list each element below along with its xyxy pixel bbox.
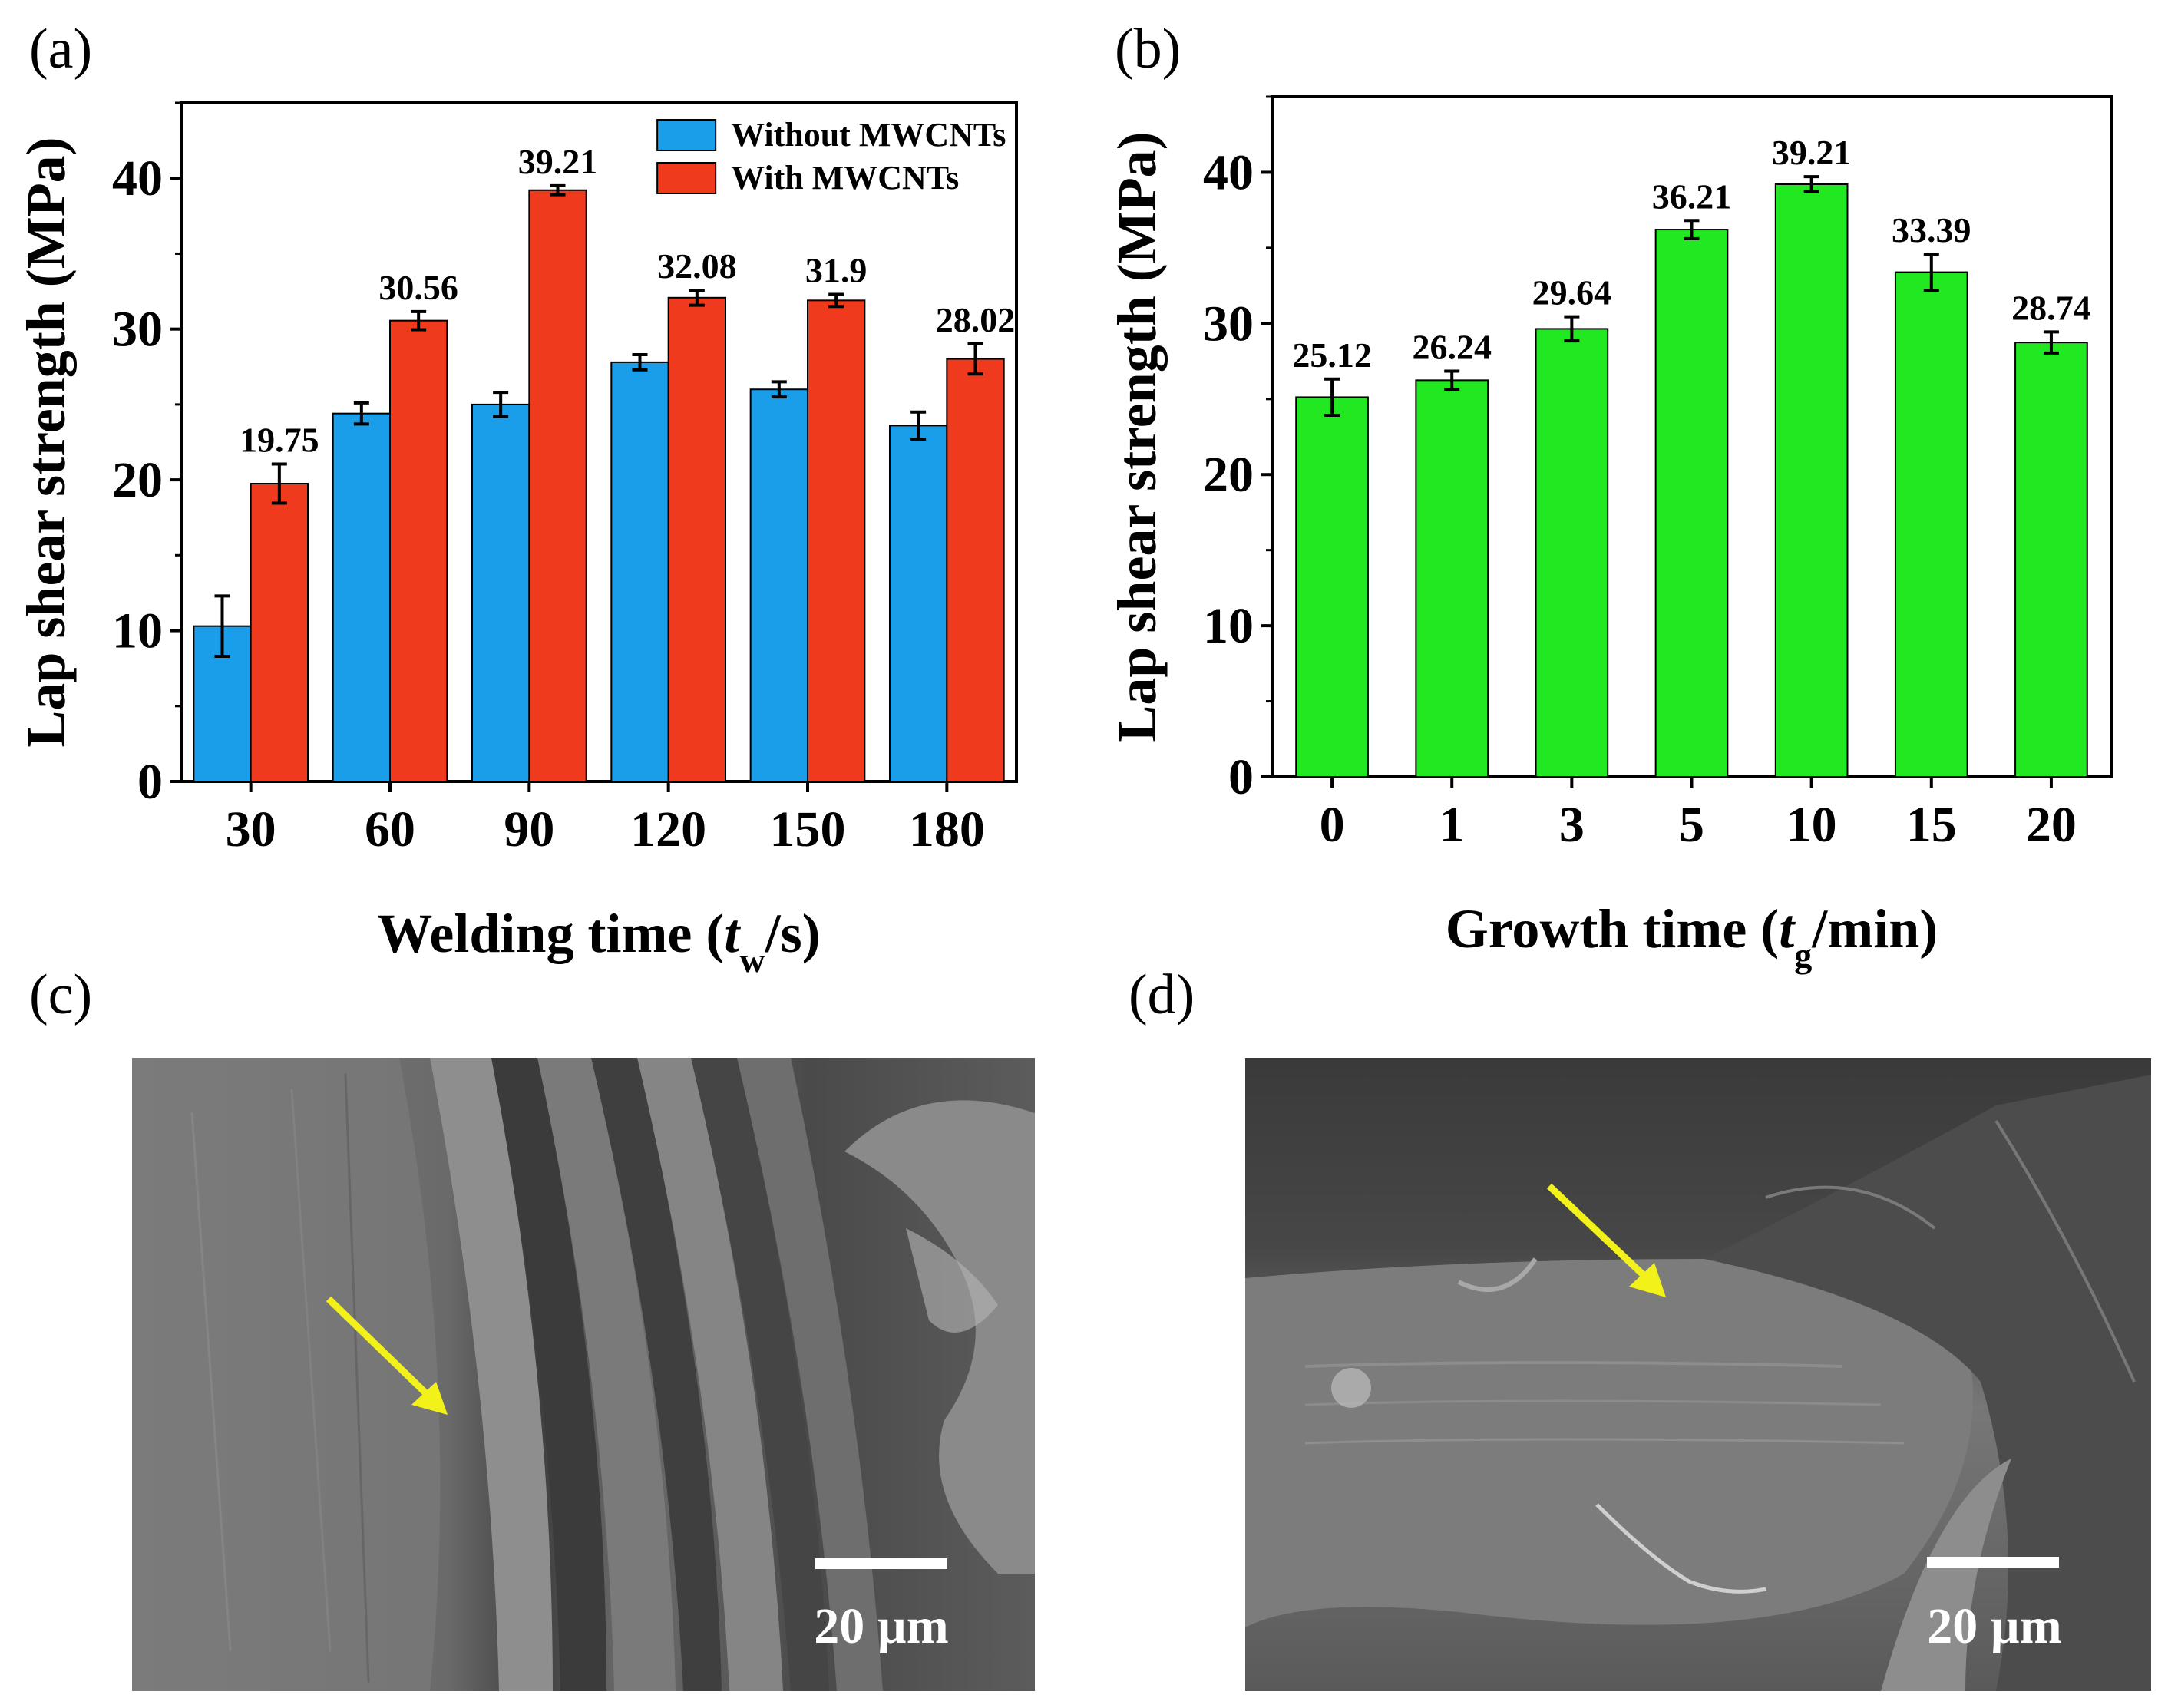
- bar: [610, 361, 669, 782]
- data-label: 19.75: [240, 420, 319, 459]
- data-label: 28.02: [936, 300, 1016, 339]
- sem-image-c: 20 µm: [132, 1058, 1035, 1691]
- x-tick-label: 150: [770, 801, 846, 857]
- x-tick-label: 15: [1906, 797, 1957, 853]
- y-tick-label: 30: [1203, 296, 1254, 352]
- plot-frame: [180, 101, 1018, 783]
- x-tick-label: 5: [1679, 797, 1704, 853]
- data-label: 36.21: [1652, 177, 1732, 216]
- bar: [807, 299, 866, 782]
- x-tick-label: 20: [2026, 797, 2077, 853]
- data-label: 31.9: [805, 250, 868, 289]
- bar: [946, 358, 1005, 782]
- y-axis-title: Lap shear strength (MPa): [15, 137, 77, 747]
- bar: [1295, 396, 1369, 778]
- bar: [749, 388, 808, 782]
- y-tick-label: 30: [112, 302, 163, 358]
- bar: [1654, 229, 1729, 778]
- y-tick-label: 10: [112, 603, 163, 659]
- x-axis-title: Welding time (tw/s): [377, 903, 820, 980]
- y-tick-label: 0: [137, 754, 163, 810]
- x-tick-label: 3: [1559, 797, 1585, 853]
- scale-bar-d: [1927, 1557, 2059, 1568]
- bar: [888, 425, 948, 782]
- data-label: 29.64: [1532, 273, 1612, 312]
- arrow-c: [326, 1296, 448, 1415]
- y-axis-title: Lap shear strength (MPa): [1106, 131, 1168, 742]
- x-axis-title: Growth time (tg/min): [1446, 898, 1938, 975]
- sem-image-d-features: [1245, 1075, 2151, 1691]
- data-label: 28.74: [2011, 288, 2091, 327]
- panel-label-c: (c): [29, 963, 92, 1026]
- bar: [667, 296, 727, 782]
- panel-label-a: (a): [29, 18, 92, 81]
- x-tick-label: 1: [1439, 797, 1465, 853]
- y-tick-label: 40: [112, 150, 163, 206]
- scale-label-c: 20 µm: [814, 1598, 949, 1654]
- sem-image-d: 20 µm: [1245, 1058, 2151, 1691]
- data-label: 39.21: [1772, 133, 1852, 172]
- data-label: 32.08: [657, 246, 737, 286]
- data-label: 33.39: [1892, 210, 1971, 249]
- sem-image-c-fibers: [132, 1058, 1035, 1691]
- legend-label: With MWCNTs: [731, 159, 959, 197]
- scale-bar-c: [815, 1558, 947, 1569]
- scale-label-d: 20 µm: [1927, 1598, 2062, 1654]
- x-tick-label: 10: [1786, 797, 1837, 853]
- chart-b: 0 10 20 30 40 0 25.12 1 26.24 3 29.64 5 36.21 10 39.21…: [1106, 95, 2113, 975]
- bar: [389, 319, 448, 782]
- y-tick-label: 0: [1228, 749, 1254, 805]
- data-label: 25.12: [1292, 335, 1372, 375]
- x-tick-label: 30: [226, 801, 276, 857]
- x-tick-label: 90: [504, 801, 554, 857]
- bar: [1535, 328, 1609, 778]
- x-tick-label: 120: [630, 801, 706, 857]
- data-label: 26.24: [1412, 328, 1492, 367]
- bar: [2014, 342, 2088, 778]
- bar: [332, 412, 391, 782]
- x-tick-label: 180: [909, 801, 985, 857]
- y-tick-label: 40: [1203, 144, 1254, 200]
- y-tick-label: 20: [112, 452, 163, 508]
- bar: [250, 483, 309, 782]
- bar: [1774, 183, 1849, 778]
- legend-swatch: [656, 119, 717, 151]
- x-tick-label: 60: [365, 801, 415, 857]
- legend-swatch: [656, 162, 717, 194]
- data-label: 39.21: [518, 142, 598, 181]
- x-tick-label: 0: [1320, 797, 1345, 853]
- panel-label-b: (b): [1115, 18, 1181, 81]
- chart-a: 0 10 20 30 40 30 19.75 60 30.56 90 39.21 120 32.08 15…: [15, 101, 1018, 980]
- bar: [1415, 379, 1489, 778]
- y-tick-label: 10: [1203, 598, 1254, 654]
- data-label: 30.56: [378, 268, 458, 307]
- y-tick-label: 20: [1203, 447, 1254, 503]
- legend-label: Without MWCNTs: [731, 116, 1006, 154]
- bar: [471, 403, 530, 783]
- bar: [1894, 271, 1968, 778]
- panel-label-d: (d): [1129, 963, 1195, 1026]
- bar: [528, 189, 587, 782]
- arrow-d: [1546, 1183, 1666, 1297]
